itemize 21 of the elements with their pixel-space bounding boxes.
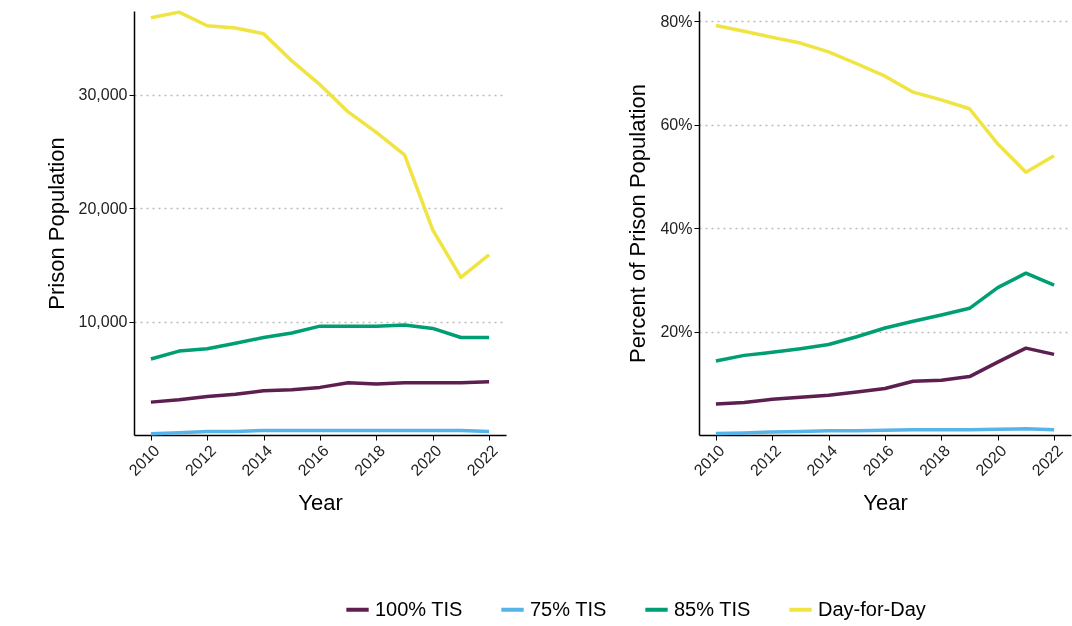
- y-axis-title: Percent of Prison Population: [625, 84, 651, 363]
- y-tick-label: 60%: [660, 116, 693, 134]
- line-series: [149, 379, 491, 404]
- y-tick-label: 80%: [660, 12, 693, 30]
- line-series: [714, 23, 1056, 175]
- y-tick-label: 20%: [660, 323, 693, 341]
- y-tick-label: 30,000: [78, 86, 128, 104]
- legend-label: Day-for-Day: [818, 597, 926, 620]
- line-series: [149, 10, 491, 280]
- x-axis-title: Year: [863, 489, 908, 515]
- line-series: [714, 346, 1056, 406]
- y-tick-label: 40%: [660, 219, 693, 237]
- y-tick-label: 20,000: [78, 199, 128, 217]
- y-tick-label: 10,000: [78, 313, 128, 331]
- legend-label: 100% TIS: [375, 597, 463, 620]
- x-axis-title: Year: [298, 489, 343, 515]
- line-series: [714, 271, 1056, 363]
- legend-label: 85% TIS: [674, 597, 751, 620]
- line-series: [149, 323, 491, 361]
- legend-label: 75% TIS: [530, 597, 607, 620]
- y-axis-title: Prison Population: [43, 137, 69, 310]
